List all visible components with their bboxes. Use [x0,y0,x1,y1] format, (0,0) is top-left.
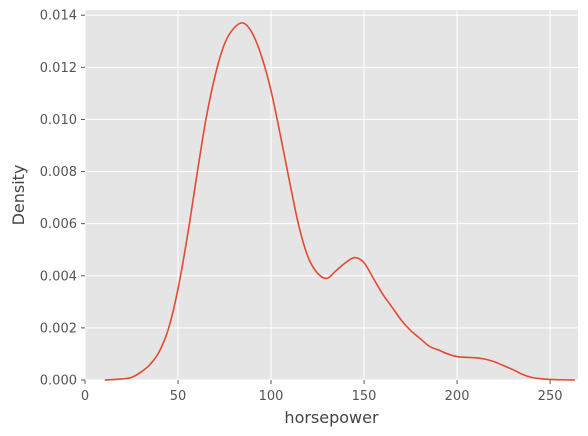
plot-area [85,10,578,380]
x-axis: 0 50 100 150 200 250 [81,380,563,404]
x-tick-label: 50 [170,389,187,404]
y-tick-label: 0.000 [40,374,77,389]
x-tick-label: 150 [352,389,377,404]
y-tick-label: 0.004 [40,269,77,284]
y-axis: 0.000 0.002 0.004 0.006 0.008 0.010 0.012 0.014 [40,9,85,389]
y-tick-label: 0.014 [40,9,77,24]
x-tick-label: 200 [445,389,470,404]
y-tick-label: 0.002 [40,321,77,336]
density-curve-0 [104,22,576,381]
y-tick-label: 0.012 [40,61,77,76]
y-tick-label: 0.006 [40,217,77,232]
series-layer [104,22,576,381]
grid-lines [84,10,578,381]
x-axis-label: horsepower [284,408,379,427]
y-axis-label: Density [9,165,28,226]
y-tick-label: 0.008 [40,165,77,180]
x-tick-label: 250 [538,389,563,404]
x-tick-label: 0 [81,389,89,404]
x-tick-label: 100 [259,389,284,404]
y-tick-label: 0.010 [40,113,77,128]
